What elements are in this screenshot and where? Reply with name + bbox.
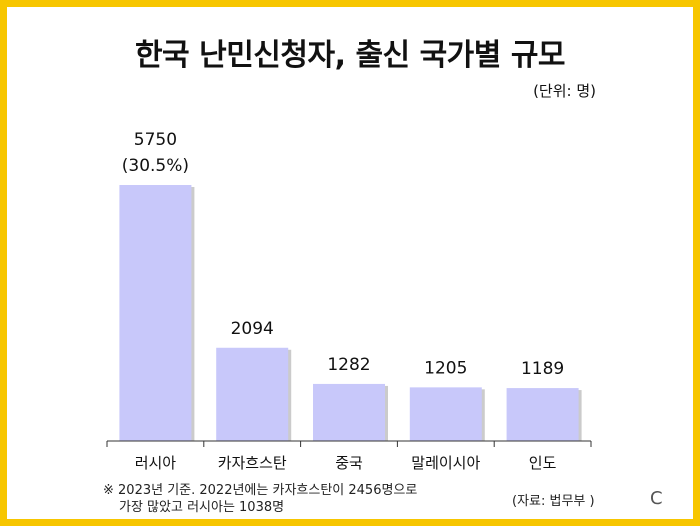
logo-mark: C — [650, 488, 663, 509]
value-label: 2094 — [231, 319, 274, 339]
category-label: 인도 — [529, 454, 557, 472]
footnote-line-1: ※ 2023년 기준. 2022년에는 카자흐스탄이 2456명으로 — [103, 483, 418, 498]
bar-3 — [313, 383, 385, 441]
bar-5 — [506, 388, 579, 441]
value-label: 1205 — [424, 358, 467, 378]
bar-2 — [216, 347, 289, 441]
share-label: (30.5%) — [122, 156, 189, 176]
bar-4 — [409, 387, 482, 441]
chart-title: 한국 난민신청자, 출신 국가별 규모 — [134, 38, 566, 73]
category-label: 말레이시아 — [411, 454, 480, 472]
value-label: 5750 — [134, 130, 177, 150]
category-label: 러시아 — [135, 454, 177, 472]
unit-label: (단위: 명) — [533, 82, 596, 100]
footnote-line-2: 가장 많았고 러시아는 1038명 — [119, 500, 285, 515]
category-label: 카자흐스탄 — [218, 454, 287, 472]
bar-1 — [119, 185, 192, 441]
value-label: 1282 — [327, 355, 370, 375]
source-label: (자료: 법무부 ) — [512, 494, 595, 509]
footnote: ※ 2023년 기준. 2022년에는 카자흐스탄이 2456명으로 가장 많았… — [103, 482, 417, 516]
category-label: 중국 — [335, 454, 363, 472]
value-label: 1189 — [521, 359, 564, 379]
